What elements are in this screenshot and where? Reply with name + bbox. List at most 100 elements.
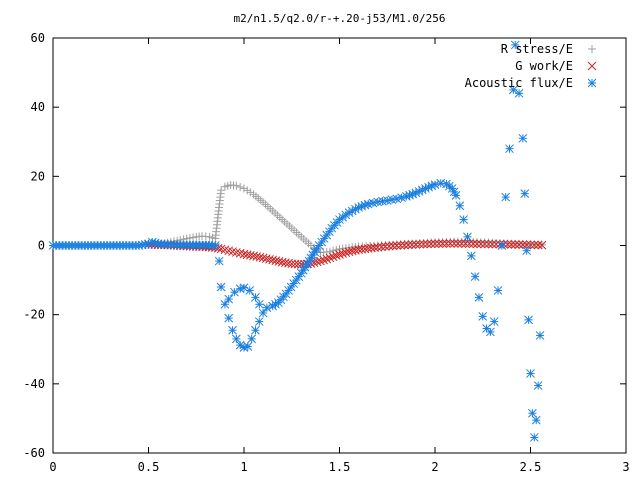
data-point <box>507 240 516 249</box>
data-point <box>400 240 409 250</box>
data-point <box>312 257 322 267</box>
data-point <box>528 408 537 418</box>
data-point <box>470 272 480 281</box>
data-point <box>232 181 241 190</box>
data-point <box>493 286 503 295</box>
data-point <box>210 241 220 250</box>
data-point <box>468 239 478 249</box>
data-point <box>245 286 255 295</box>
y-tick-label: -60 <box>23 446 45 460</box>
data-point <box>254 317 264 326</box>
data-point <box>487 239 497 249</box>
data-point <box>217 186 226 195</box>
data-point <box>262 303 272 313</box>
y-tick-label: 20 <box>31 169 45 183</box>
data-point <box>457 239 467 248</box>
data-point <box>246 188 255 197</box>
y-axis: -60 -40 -20 0 20 40 60 <box>23 31 626 460</box>
y-tick-label: -20 <box>23 308 45 322</box>
x-tick-label: 0 <box>49 460 56 474</box>
data-point <box>501 192 511 202</box>
data-point <box>220 299 230 309</box>
data-point <box>427 181 437 191</box>
data-point <box>293 259 303 269</box>
x-tick-label: 0.5 <box>138 460 160 474</box>
data-point <box>451 191 461 200</box>
data-point <box>438 239 447 248</box>
data-point <box>503 240 512 249</box>
data-point <box>316 256 325 266</box>
data-point <box>319 255 328 265</box>
legend-label: Acoustic flux/E <box>465 76 573 90</box>
data-point <box>411 240 421 249</box>
x-tick-label: 2 <box>431 460 438 474</box>
legend-marker <box>587 61 597 71</box>
data-point <box>442 239 451 248</box>
data-point <box>518 240 528 250</box>
data-point <box>484 239 493 249</box>
data-point <box>434 239 444 249</box>
data-point <box>474 293 484 302</box>
data-point <box>338 249 348 258</box>
data-point <box>426 239 436 249</box>
data-point <box>214 256 224 266</box>
data-point <box>535 331 545 340</box>
data-point <box>533 240 543 250</box>
data-point <box>497 241 507 250</box>
data-point <box>476 239 486 249</box>
data-point <box>232 334 241 344</box>
data-point <box>243 342 253 351</box>
data-point <box>228 325 237 335</box>
x-tick-label: 3 <box>622 460 629 474</box>
data-point <box>388 241 398 251</box>
data-point <box>243 186 252 195</box>
legend-label: G work/E <box>515 59 573 73</box>
data-point <box>430 180 440 189</box>
data-point <box>328 252 338 262</box>
data-point <box>520 189 530 198</box>
data-point <box>415 239 425 249</box>
data-point <box>331 251 341 260</box>
data-point <box>526 369 535 378</box>
legend-marker <box>588 45 596 53</box>
data-point <box>384 241 394 251</box>
data-point <box>510 40 520 50</box>
data-point <box>377 242 386 252</box>
data-point <box>472 239 482 249</box>
data-point <box>533 381 543 390</box>
data-point <box>322 254 332 264</box>
y-tick-label: 0 <box>38 239 45 253</box>
data-point <box>373 242 383 252</box>
legend-label: R stress/E <box>501 42 573 56</box>
data-point <box>304 256 314 266</box>
data-point <box>522 246 532 256</box>
x-tick-label: 1 <box>240 460 247 474</box>
chart-title: m2/n1.5/q2.0/r-+.20-j53/M1.0/256 <box>234 12 446 25</box>
data-point <box>436 178 446 188</box>
data-point <box>247 334 256 344</box>
data-point <box>325 253 335 263</box>
data-point <box>518 133 528 143</box>
legend-marker <box>587 78 597 88</box>
data-point <box>370 243 379 252</box>
data-point <box>430 239 440 249</box>
data-point <box>453 239 463 248</box>
data-point <box>224 313 234 323</box>
data-point <box>251 325 260 335</box>
data-point <box>236 183 245 192</box>
data-point <box>514 88 524 98</box>
data-point <box>480 239 490 249</box>
data-point <box>403 240 413 250</box>
data-point <box>335 250 344 259</box>
data-point <box>224 294 234 304</box>
data-point <box>529 433 539 442</box>
data-point <box>459 215 469 224</box>
data-point <box>508 85 518 95</box>
data-point <box>486 327 495 337</box>
data-point <box>351 204 360 214</box>
data-point <box>455 201 465 211</box>
data-point <box>216 282 226 292</box>
series-star <box>48 40 545 442</box>
